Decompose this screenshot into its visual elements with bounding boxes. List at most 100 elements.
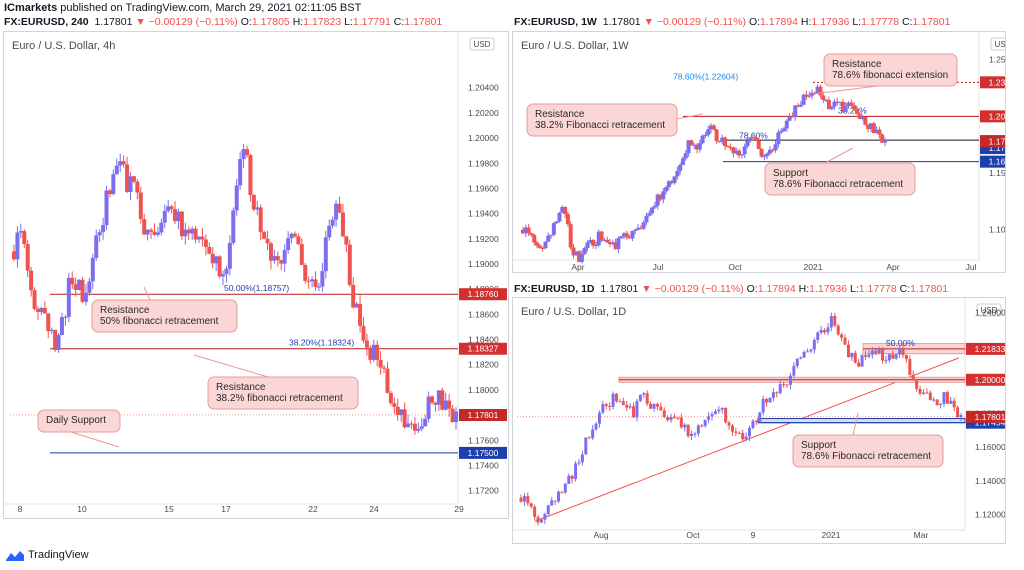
- y-tick-label: 1.17600: [468, 435, 499, 445]
- candle-body: [838, 101, 843, 103]
- candle-body: [709, 125, 714, 130]
- candle-body: [529, 503, 533, 507]
- price-label-box: [966, 342, 1005, 355]
- annotation-text: Support: [773, 168, 808, 179]
- tradingview-logo[interactable]: TradingView: [6, 549, 89, 561]
- candle-body: [942, 392, 946, 404]
- y-tick-label: 1.19000: [468, 259, 499, 269]
- annotation-pointer: [824, 147, 854, 164]
- candle-body: [186, 229, 191, 234]
- candle-body: [638, 227, 643, 229]
- price-label: 1.17800: [989, 143, 1005, 153]
- candle-body: [549, 234, 554, 236]
- currency-box: [976, 303, 1002, 317]
- candle-body: [925, 392, 929, 394]
- down-arrow-icon: ▼: [643, 16, 654, 28]
- candle-body: [618, 401, 622, 403]
- candle-body: [248, 155, 253, 195]
- candle-body: [647, 213, 652, 216]
- candle-body: [419, 426, 424, 429]
- candle-body: [430, 396, 435, 403]
- candle-body: [533, 506, 537, 518]
- price-label: 1.20000: [989, 111, 1005, 121]
- y-tick-label: 1.17200: [468, 486, 499, 496]
- price-label: 1.23000: [989, 77, 1005, 87]
- publisher-line: ICmarkets published on TradingView.com, …: [4, 2, 361, 14]
- candle-body: [832, 101, 837, 107]
- candle-body: [884, 360, 888, 362]
- candle-body: [731, 147, 736, 154]
- candle-body: [615, 393, 619, 402]
- candle-body: [880, 134, 885, 143]
- candle-body: [80, 279, 85, 302]
- annotation-text: Daily Support: [46, 415, 106, 426]
- last-price-box: [459, 408, 507, 421]
- candle-body: [436, 390, 441, 405]
- candle-body: [765, 153, 770, 157]
- candle-body: [798, 104, 803, 107]
- candle-body: [594, 423, 598, 430]
- chart-4h-svg[interactable]: USD 1.20400 1.20200 1.20000 1.19800 1.19600 1.…: [4, 32, 508, 518]
- d1-open: 1.17894: [757, 283, 796, 295]
- candle-body: [840, 334, 844, 338]
- candle-body: [56, 335, 61, 351]
- candle-body: [812, 339, 816, 350]
- chart-panel-4h[interactable]: Euro / U.S. Dollar, 4h USD 1.20400 1.20200…: [3, 31, 509, 519]
- candle-body: [619, 236, 624, 239]
- currency-box: [990, 37, 1005, 51]
- candle-body: [877, 129, 882, 135]
- candle-body: [625, 404, 629, 408]
- candle-body: [347, 244, 352, 285]
- candle-body: [908, 359, 912, 375]
- chart-1d-svg[interactable]: USD1.240001.220001.200001.180001.160001.…: [513, 298, 1005, 543]
- candle-body: [97, 232, 102, 236]
- chart-panel-1d[interactable]: Euro / U.S. Dollar, 1D USD1.240001.22000…: [512, 297, 1006, 544]
- candle-body: [358, 303, 363, 326]
- candle-body: [689, 140, 694, 145]
- candle-body: [104, 190, 109, 226]
- annotation-text: 38.2% fibonacci retracement: [216, 393, 343, 404]
- y-tick-label: 1.24000: [975, 307, 1005, 317]
- candle-body: [443, 400, 448, 410]
- candle-body: [751, 137, 756, 139]
- candle-body: [669, 181, 674, 184]
- candle-body: [662, 410, 666, 418]
- currency-label: USD: [995, 40, 1005, 49]
- candle-body: [683, 153, 688, 159]
- candle-body: [73, 284, 78, 291]
- chart-1w-svg[interactable]: USD 1.25000 1.20000 1.15000 1.10000 Apr Jul Oct…: [513, 32, 1005, 272]
- annotation-box: [207, 376, 359, 410]
- candle-body: [563, 483, 567, 493]
- chart-panel-1w[interactable]: Euro / U.S. Dollar, 1W USD 1.25000 1.20000…: [512, 31, 1006, 273]
- h4-open: 1.17805: [251, 16, 290, 28]
- candle-body: [784, 120, 789, 129]
- candle-body: [782, 384, 786, 386]
- annotation-text: 78.6% Fibonacci retracement: [773, 179, 903, 190]
- candle-body: [816, 332, 820, 340]
- annotation-pointer: [70, 431, 120, 448]
- annotation-box: [823, 53, 958, 87]
- candle-body: [406, 423, 411, 428]
- candle-body: [745, 140, 750, 147]
- candle-body: [641, 222, 646, 229]
- w1-symbol: FX:EURUSD, 1W: [514, 16, 597, 28]
- candle-body: [526, 227, 531, 234]
- annotation-box: [764, 162, 916, 196]
- h4-header: FX:EURUSD, 240 1.17801 ▼ −0.00129 (−0.11…: [4, 16, 443, 28]
- candle-body: [633, 229, 638, 232]
- candle-body: [227, 242, 232, 269]
- candle-body: [563, 207, 568, 214]
- candle-body: [90, 257, 95, 282]
- candle-body: [824, 99, 829, 101]
- candle-body: [131, 176, 136, 182]
- support-zone: [757, 418, 966, 424]
- candle-body: [340, 212, 345, 237]
- candle-body: [867, 354, 871, 357]
- candle-body: [599, 231, 604, 241]
- candle-body: [551, 223, 556, 235]
- candle-body: [197, 236, 202, 240]
- chart-title: Euro / U.S. Dollar, 1W: [521, 40, 629, 52]
- candle-body: [644, 215, 649, 223]
- candle-body: [529, 233, 534, 236]
- y-tick-label: 1.12000: [975, 510, 1005, 520]
